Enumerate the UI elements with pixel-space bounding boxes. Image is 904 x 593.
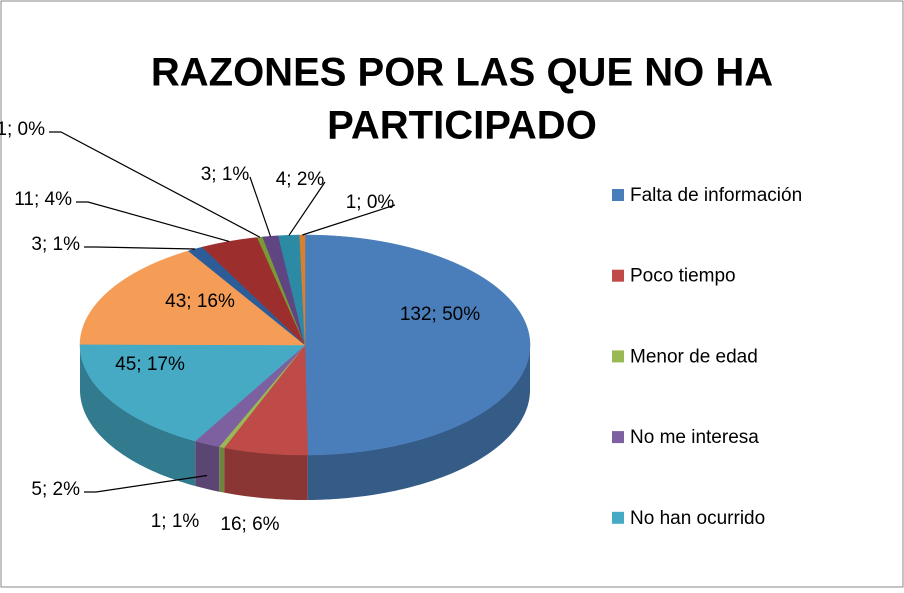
- legend-swatch: [612, 511, 624, 524]
- pie-side: [307, 345, 530, 500]
- data-label: 132; 50%: [400, 304, 480, 325]
- legend-swatch: [612, 269, 624, 282]
- pie-side: [219, 446, 225, 493]
- leader-line: [288, 181, 326, 236]
- pie-slice: [79, 344, 306, 442]
- pie-slice: [194, 344, 306, 447]
- legend-label: Falta de información: [630, 185, 802, 206]
- pie-side: [195, 441, 220, 492]
- pie-side: [80, 345, 196, 487]
- legend-swatch: [612, 431, 624, 444]
- data-label: 1; 0%: [346, 192, 395, 213]
- data-label: 16; 6%: [220, 514, 279, 535]
- legend-label: Poco tiempo: [630, 266, 736, 287]
- pie-slice: [223, 344, 308, 456]
- leader-line: [249, 176, 272, 237]
- legend-swatch: [612, 350, 624, 363]
- data-label: 11; 4%: [14, 189, 72, 210]
- data-label: 4; 2%: [276, 169, 325, 190]
- leader-line: [84, 246, 196, 250]
- legend-label: Menor de edad: [630, 346, 758, 367]
- leader-line: [49, 131, 261, 238]
- pie-slice: [201, 237, 306, 346]
- pie-slice: [79, 250, 306, 346]
- leader-line: [84, 474, 208, 493]
- pie-slice: [278, 234, 306, 346]
- legend-label: No han ocurrido: [630, 508, 765, 529]
- data-label: 5; 2%: [31, 479, 80, 500]
- pie-side: [224, 447, 308, 500]
- data-label: 3; 1%: [31, 234, 80, 255]
- leader-line: [76, 201, 230, 243]
- data-label: 45; 17%: [115, 354, 185, 375]
- leader-line: [302, 204, 396, 236]
- data-label: 1; 1%: [151, 511, 200, 532]
- data-label: 3; 1%: [201, 164, 250, 185]
- data-label: 1; 0%: [0, 119, 45, 140]
- chart-title: PARTICIPADO: [327, 104, 597, 148]
- data-label: 43; 16%: [165, 291, 235, 312]
- pie-slice: [304, 234, 531, 456]
- chart-title: RAZONES POR LAS QUE NO HA: [151, 51, 773, 95]
- legend-swatch: [612, 189, 624, 201]
- legend-label: No me interesa: [630, 427, 759, 448]
